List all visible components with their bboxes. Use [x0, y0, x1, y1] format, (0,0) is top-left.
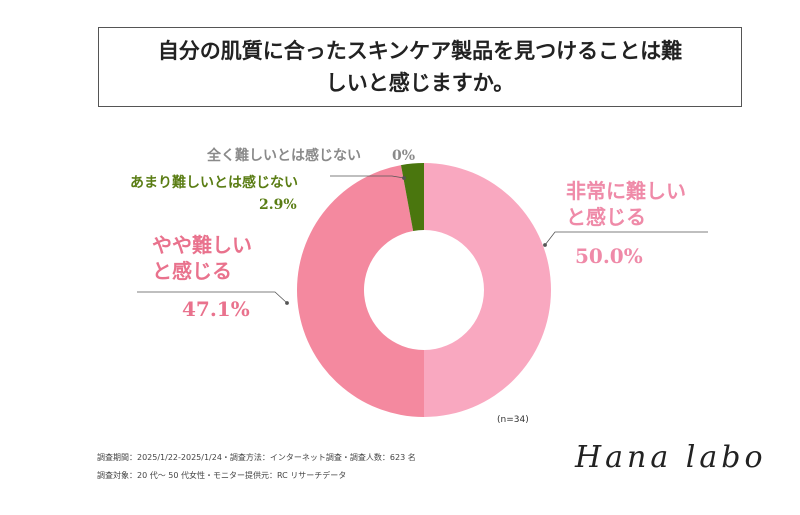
logo: Hana labo	[575, 440, 767, 475]
leader-lines	[137, 175, 708, 305]
title-box: 自分の肌質に合ったスキンケア製品を見つけることは難しいと感じますか。	[98, 27, 742, 107]
value-label: 0%	[392, 148, 416, 164]
donut-slice	[296, 165, 424, 418]
value-label: 2.9%	[259, 197, 297, 213]
donut-slice	[400, 163, 424, 231]
sample-note: (n=34)	[497, 415, 529, 425]
value-label: 47.1%	[182, 297, 250, 321]
chart-title: 自分の肌質に合ったスキンケア製品を見つけることは難しいと感じますか。	[157, 38, 683, 95]
category-label: やや難しいと感じる	[152, 233, 252, 283]
category-label: 非常に難しいと感じる	[566, 179, 686, 229]
value-label: 50.0%	[575, 244, 643, 268]
category-label: 全く難しいとは感じない	[207, 148, 361, 164]
category-label: あまり難しいとは感じない	[130, 175, 298, 191]
donut-slice	[424, 163, 551, 417]
footer-note: 調査対象：20 代〜 50 代女性・モニター提供元：RC リサーチデータ	[97, 471, 347, 480]
footer-note: 調査期間：2025/1/22-2025/1/24・調査方法：インターネット調査・…	[97, 453, 416, 462]
